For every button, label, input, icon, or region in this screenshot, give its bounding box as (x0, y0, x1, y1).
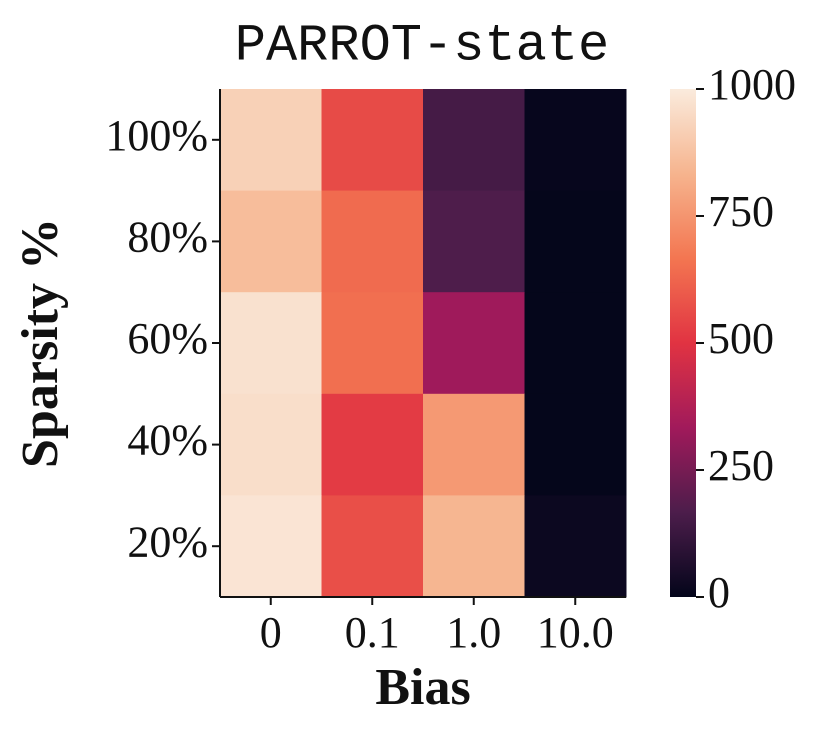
x-tick-label: 0 (260, 608, 282, 657)
y-tick-label: 60% (127, 314, 208, 363)
heatmap-cell (524, 292, 627, 395)
heatmap-cell (423, 393, 525, 496)
heatmap-cell (524, 89, 627, 192)
y-tick-label: 40% (127, 416, 208, 465)
heatmap-cell (321, 292, 424, 395)
x-axis-label: Bias (375, 659, 470, 716)
colorbar-tick-label: 250 (708, 441, 774, 490)
heatmap-cell (321, 190, 424, 293)
x-tick-label: 10.0 (537, 608, 614, 657)
heatmap-cell (423, 495, 525, 598)
y-tick-label: 100% (105, 111, 208, 160)
heatmap-cell (321, 393, 424, 496)
colorbar-tick-label: 0 (708, 568, 730, 617)
heatmap-cell (423, 292, 525, 395)
heatmap-cell (220, 190, 322, 293)
heatmap-cell (524, 190, 627, 293)
colorbar-tick-label: 750 (708, 187, 774, 236)
heatmap-cell (423, 190, 525, 293)
heatmap-cell (321, 495, 424, 598)
chart-title: PARROT-state (235, 17, 609, 76)
heatmap-cell (220, 393, 322, 496)
y-tick-label: 20% (127, 517, 208, 566)
heatmap-cell (220, 495, 322, 598)
heatmap-cell (220, 292, 322, 395)
colorbar (670, 89, 696, 597)
x-tick-label: 1.0 (446, 608, 501, 657)
y-axis-label: Sparsity % (12, 218, 69, 468)
heatmap-cell (524, 393, 627, 496)
colorbar-tick-label: 1000 (708, 60, 796, 109)
heatmap-cell (423, 89, 525, 192)
colorbar-tick-label: 500 (708, 314, 774, 363)
heatmap-cell (321, 89, 424, 192)
heatmap-cell (524, 495, 627, 598)
heatmap-cell (220, 89, 322, 192)
y-tick-label: 80% (127, 212, 208, 261)
x-tick-label: 0.1 (345, 608, 400, 657)
